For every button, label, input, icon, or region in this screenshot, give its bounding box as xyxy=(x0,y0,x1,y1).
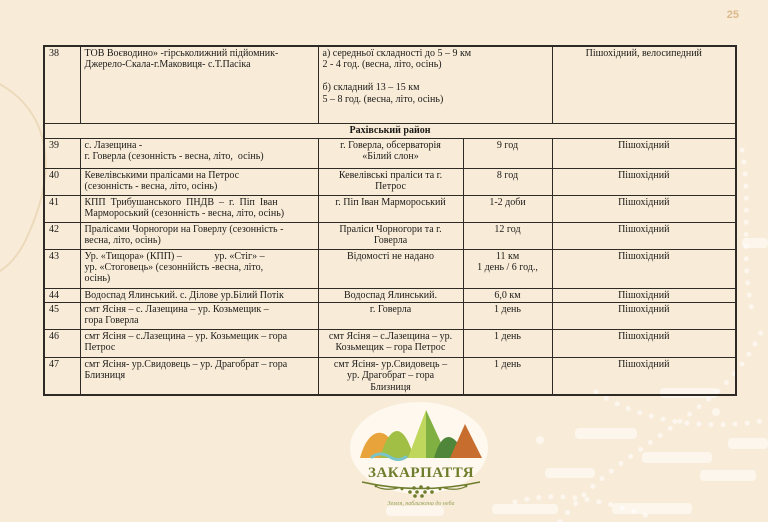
duration-cell: 1 день xyxy=(462,301,553,330)
row-number-cell: 45 xyxy=(43,301,81,330)
destination-cell: смт Ясіня – с.Лазещина – ур. Козьмещик –… xyxy=(317,328,464,358)
route-cell: Кевелівськими пралісами на Петрос (сезон… xyxy=(79,167,319,196)
table-row: 47 смт Ясіня- ур.Свидовець – ур. Драгобр… xyxy=(43,356,737,396)
table-row: 42 Пралісами Чорногори на Говерлу (сезон… xyxy=(43,221,737,250)
route-type-cell: Пішохідний xyxy=(551,356,737,396)
route-type-cell: Пішохідний xyxy=(551,221,737,250)
vine-ornament-icon xyxy=(361,481,481,498)
destination-cell: г. Говерла, обсерваторія «Білий слон» xyxy=(317,137,464,169)
table-row: 39 с. Лазещина - г. Говерла (сезонність … xyxy=(43,137,737,169)
destination-cell: г. Піп Іван Мармороський xyxy=(317,194,464,223)
row-number-cell: 39 xyxy=(43,137,81,169)
route-cell: смт Ясіня – с. Лазещина – ур. Козьмещик … xyxy=(79,301,319,330)
route-type-cell: Пішохідний xyxy=(551,287,737,303)
route-type-cell: Пішохідний xyxy=(551,167,737,196)
logo-slogan: Земля, наближена до неба xyxy=(388,500,455,507)
route-cell: смт Ясіня – с.Лазещина – ур. Козьмещик –… xyxy=(79,328,319,358)
row-number-cell: 47 xyxy=(43,356,81,396)
logo-title: ЗАКАРПАТТЯ xyxy=(368,465,474,481)
duration-cell: 8 год xyxy=(462,167,553,196)
table-row: 44 Водоспад Ялинський. с. Ділове ур.Біли… xyxy=(43,287,737,303)
table-row: 43 Ур. «Тищора» (КПП) – ур. «Стіг» – ур.… xyxy=(43,248,737,289)
route-type-cell: Пішохідний xyxy=(551,328,737,358)
row-number-cell: 40 xyxy=(43,167,81,196)
section-header-row: Рахівський район xyxy=(43,122,737,139)
route-type-cell: Пішохідний xyxy=(551,248,737,289)
route-cell: КПП Трибушанського ПНДВ – г. Піп Іван Ма… xyxy=(79,194,319,223)
route-type-cell: Пішохідний xyxy=(551,137,737,169)
section-header: Рахівський район xyxy=(43,122,737,139)
row-number-cell: 38 xyxy=(43,45,81,124)
route-cell: смт Ясіня- ур.Свидовець – ур. Драгобрат … xyxy=(79,356,319,396)
routes-table: 38 ТОВ Воєводино» -гірськолижний підйомн… xyxy=(43,45,738,397)
mountains-icon xyxy=(360,410,482,461)
route-type-cell: Пішохідний xyxy=(551,301,737,330)
table-row: 41 КПП Трибушанського ПНДВ – г. Піп Іван… xyxy=(43,194,737,223)
duration-cell: 11 км 1 день / 6 год., xyxy=(462,248,553,289)
route-cell: с. Лазещина - г. Говерла (сезонність - в… xyxy=(79,137,319,169)
row-number-cell: 43 xyxy=(43,248,81,289)
destination-cell: г. Говерла xyxy=(317,301,464,330)
duration-cell: 1 день xyxy=(462,356,553,396)
destination-cell: Відомості не надано xyxy=(317,248,464,289)
destination-cell: Кевелівські праліси та г. Петрос xyxy=(317,167,464,196)
route-cell: Водоспад Ялинський. с. Ділове ур.Білий П… xyxy=(79,287,319,303)
table-row: 40 Кевелівськими пралісами на Петрос (се… xyxy=(43,167,737,196)
row-number-cell: 42 xyxy=(43,221,81,250)
duration-cell: 1-2 доби xyxy=(462,194,553,223)
route-cell: Пралісами Чорногори на Говерлу (сезонніс… xyxy=(79,221,319,250)
page-number: 25 xyxy=(726,9,739,21)
duration-cell: 6,0 км xyxy=(462,287,553,303)
zakarpattia-logo: ЗАКАРПАТТЯ Земля, наближена до неба xyxy=(346,400,496,508)
destination-cell: смт Ясіня- ур.Свидовець – ур. Драгобрат … xyxy=(317,356,464,396)
route-cell: ТОВ Воєводино» -гірськолижний підйомник-… xyxy=(79,45,319,124)
duration-cell: 9 год xyxy=(462,137,553,169)
route-type-cell: Пішохідний, велосипедний xyxy=(551,45,737,124)
destination-cell: Водоспад Ялинський. xyxy=(317,287,464,303)
table-row: 45 смт Ясіня – с. Лазещина – ур. Козьмещ… xyxy=(43,301,737,330)
row-number-cell: 46 xyxy=(43,328,81,358)
duration-cell: 12 год xyxy=(462,221,553,250)
route-type-cell: Пішохідний xyxy=(551,194,737,223)
row-number-cell: 44 xyxy=(43,287,81,303)
route-cell: Ур. «Тищора» (КПП) – ур. «Стіг» – ур. «С… xyxy=(79,248,319,289)
duration-cell: 1 день xyxy=(462,328,553,358)
destination-cell: Праліси Чорногори та г. Говерла xyxy=(317,221,464,250)
details-cell: а) середньої складності до 5 – 9 км 2 - … xyxy=(317,45,553,124)
table-row: 46 смт Ясіня – с.Лазещина – ур. Козьмещи… xyxy=(43,328,737,358)
table-row: 38 ТОВ Воєводино» -гірськолижний підйомн… xyxy=(43,45,737,124)
row-number-cell: 41 xyxy=(43,194,81,223)
